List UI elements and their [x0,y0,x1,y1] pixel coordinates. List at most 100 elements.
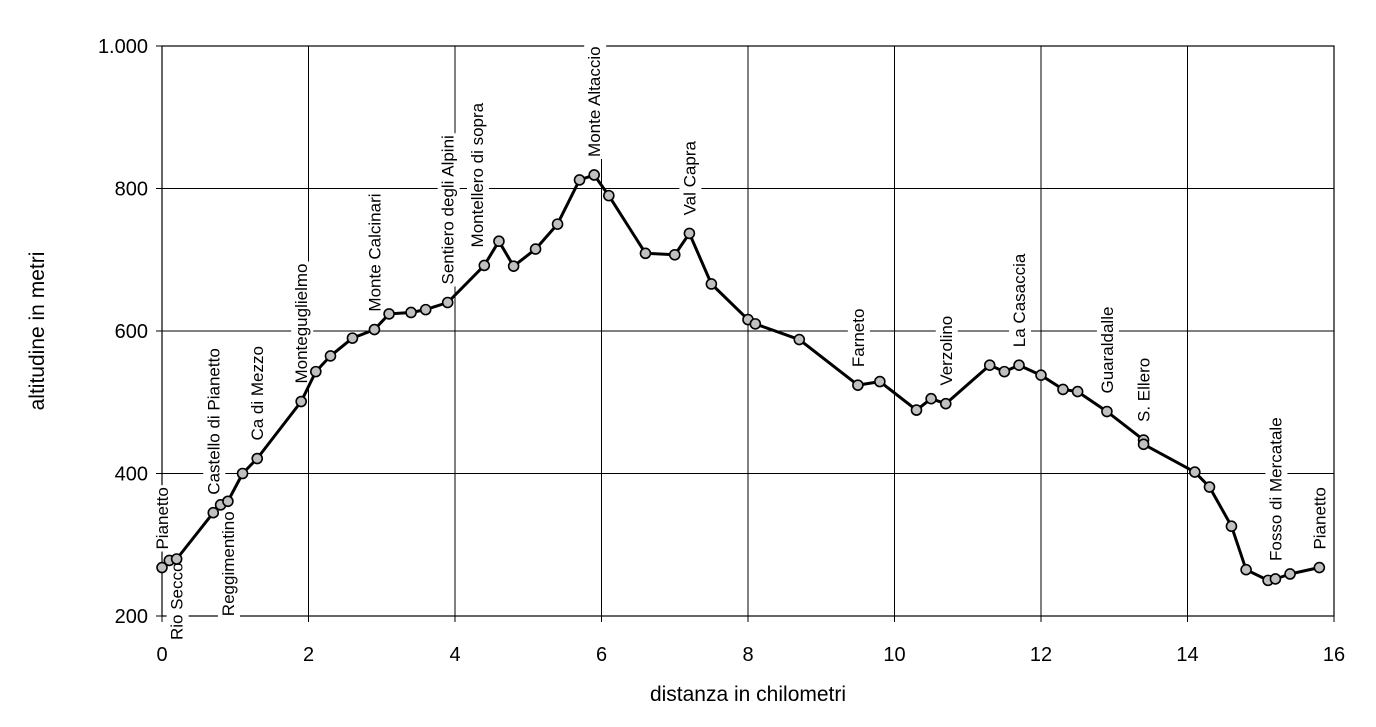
data-point [639,247,652,260]
place-label: Rio Secco [166,560,189,642]
x-tick-label: 14 [1176,644,1198,666]
place-label-bg [217,509,240,619]
x-tick-label: 10 [883,644,905,666]
data-point [749,318,762,330]
place-label-text: Pianetto [1310,487,1329,549]
data-point [1240,563,1252,576]
data-point [441,296,454,309]
data-point [705,278,718,290]
altitude-series [156,169,1326,587]
data-point [251,452,264,465]
place-label: Ca di Mezzo [247,344,270,443]
y-tick-label: 600 [115,321,148,343]
place-label: Montellero di sopra [466,100,489,250]
place-label-bg [437,133,460,287]
place-label-bg [1309,485,1332,552]
data-point [1189,466,1201,478]
data-point [925,392,937,405]
place-label-bg [679,139,702,218]
data-point [1137,438,1150,451]
place-label-text: Castello di Pianetto [204,348,223,494]
data-point [493,235,505,248]
y-tick-label: 1.000 [98,36,148,58]
place-label: Pianetto [1309,485,1332,552]
data-point [1013,359,1025,372]
data-point [852,379,864,391]
data-point [207,506,220,519]
place-label: Reggimentino [217,509,240,619]
place-label-text: Monte Altaccio [585,46,604,157]
data-point [222,495,234,508]
place-label-text: Montellero di sopra [468,102,487,247]
data-point [668,248,681,261]
x-axis-label: distanza in chilometri [650,683,846,706]
data-point [1269,573,1282,585]
data-point [1313,561,1326,574]
x-tick-label: 12 [1030,644,1052,666]
place-label-text: Reggimentino [219,511,238,616]
x-tick-label: 0 [156,644,167,666]
data-point [874,375,886,388]
place-label-bg [203,346,226,497]
place-label-bg [466,100,489,250]
data-point [983,359,996,372]
data-point [346,332,359,344]
data-point [419,303,432,316]
data-point [507,260,520,272]
data-point [529,243,542,255]
place-label: Sentiero degli Alpini [437,133,460,287]
place-label: Monte Altaccio [584,44,607,159]
place-label: Guaraldalle [1096,304,1119,396]
data-point [588,169,600,181]
place-label-text: Rio Secco [168,563,187,640]
data-point [1035,369,1047,381]
place-label-bg [584,44,607,159]
data-point [478,259,491,272]
place-label: S. Ellero [1133,355,1156,425]
place-label-text: La Casaccia [1010,253,1029,347]
data-point [324,350,337,362]
data-point [1203,481,1216,493]
place-label-bg [166,560,189,642]
place-label-text: Monteguglielmo [292,264,311,384]
place-label: Val Capra [679,139,702,218]
x-tick-label: 4 [449,644,460,666]
place-label-text: Farneto [849,309,868,368]
y-tick-label: 800 [115,179,148,201]
x-tick-label: 16 [1323,644,1345,666]
place-label-text: Sentiero degli Alpini [439,135,458,284]
place-label: Fosso di Mercatale [1265,415,1288,563]
data-point [236,467,249,480]
place-label-bg [1096,304,1119,396]
place-label-text: Pianetto [153,487,172,549]
place-label: Monteguglielmo [291,261,314,386]
place-label-bg [152,485,174,552]
data-point [1101,405,1113,418]
data-point [939,397,952,410]
x-tick-label: 2 [303,644,314,666]
place-label-bg [847,306,870,370]
place-label-bg [247,344,270,443]
place-label: Farneto [847,306,870,370]
place-label: Monte Calcinari [364,191,387,314]
data-point [368,323,381,336]
y-tick-label: 400 [115,464,148,486]
data-point [603,189,615,202]
data-point [383,308,395,320]
place-label-text: Verzolino [937,316,956,386]
y-axis-ticks: 200 400 600 800 1.000 [98,36,148,628]
place-label: Castello di Pianetto [203,346,226,497]
place-label-bg [1009,251,1032,350]
place-label: La Casaccia [1009,251,1032,350]
data-point [1071,385,1084,398]
data-point [683,227,696,240]
place-label-bg [1265,415,1288,563]
place-label-bg [1133,355,1156,425]
place-label: Pianetto [152,485,174,552]
data-point [295,395,307,408]
data-point [310,365,322,378]
place-label-text: Guaraldalle [1098,307,1117,394]
place-label-bg [935,313,958,388]
data-point [998,365,1011,378]
